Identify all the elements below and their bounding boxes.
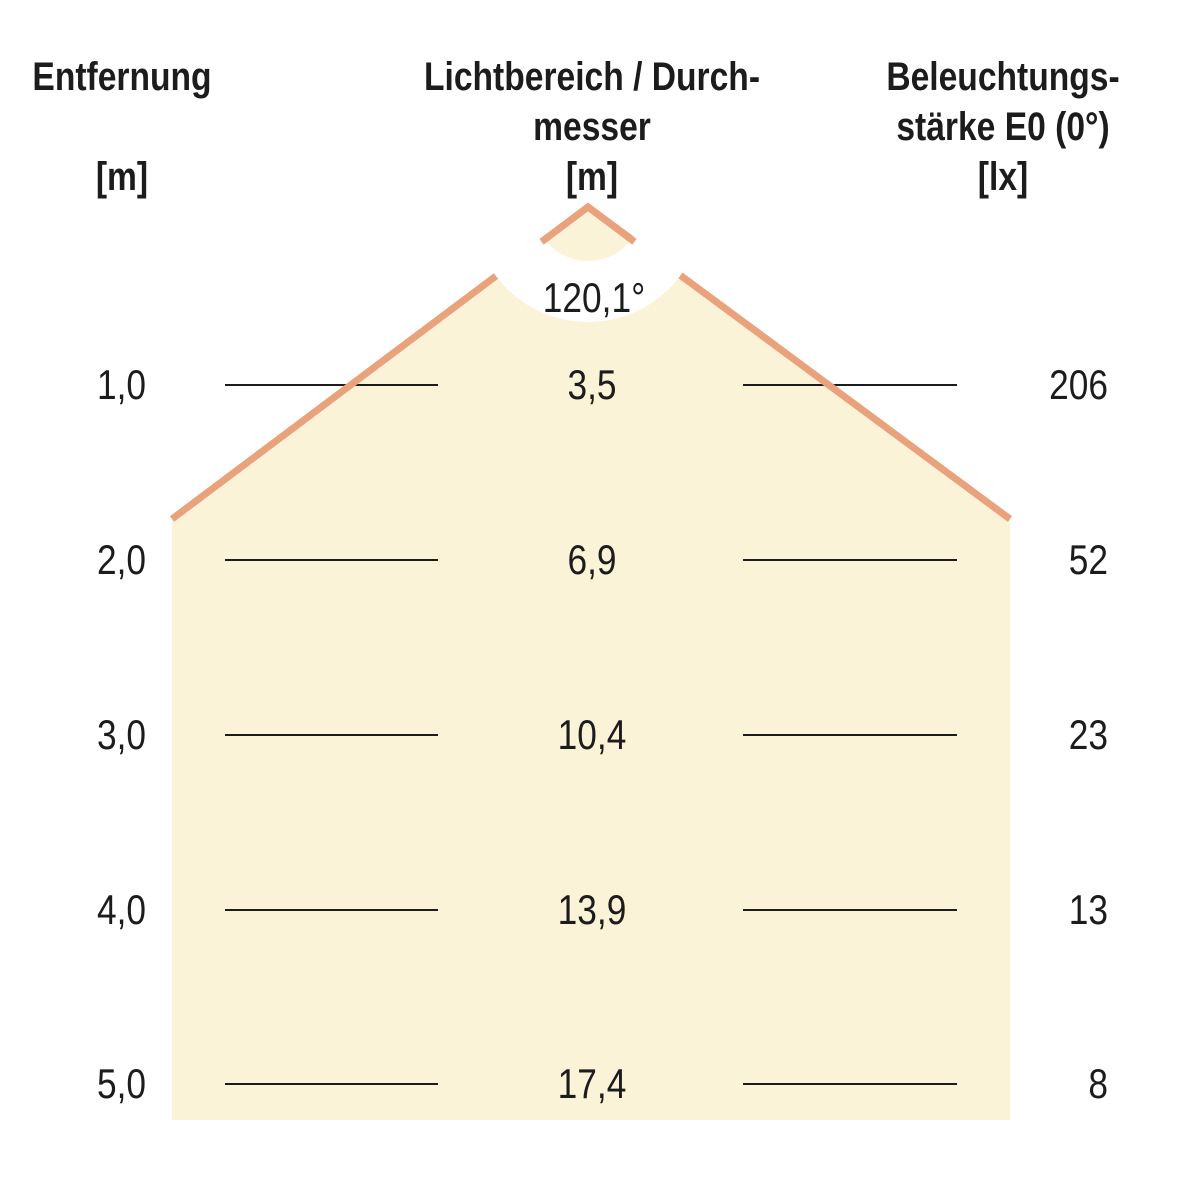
illuminance-value: 8 <box>1088 1060 1108 1107</box>
header-diameter: Lichtbereich / Durch- messer [m] <box>407 52 777 202</box>
diameter-value: 10,4 <box>557 711 627 758</box>
header-distance-title: Entfernung <box>32 55 212 99</box>
diameter-value: 17,4 <box>557 1060 627 1107</box>
diameter-value: 13,9 <box>557 886 627 933</box>
beam-angle-value: 120,1° <box>542 274 646 321</box>
apex-sector-fill <box>544 207 632 261</box>
illuminance-value: 13 <box>1068 886 1108 933</box>
light-cone-fill <box>172 207 1010 1120</box>
header-illuminance-title-1: Beleuchtungs- <box>886 55 1120 99</box>
distance-value: 1,0 <box>96 361 146 408</box>
header-diameter-unit: [m] <box>565 155 619 199</box>
diameter-value: 6,9 <box>567 536 617 583</box>
illuminance-value: 52 <box>1068 536 1108 583</box>
apex-sector-edge <box>539 202 637 245</box>
header-distance: Entfernung [m] <box>25 52 218 202</box>
distance-value: 5,0 <box>96 1060 146 1107</box>
header-diameter-title-2: messer <box>533 105 651 149</box>
illuminance-value: 206 <box>1049 361 1108 408</box>
diameter-value: 3,5 <box>567 361 617 408</box>
header-distance-spacer <box>25 102 218 152</box>
header-diameter-title-1: Lichtbereich / Durch- <box>423 55 761 99</box>
distance-value: 4,0 <box>96 886 146 933</box>
distance-value: 2,0 <box>96 536 146 583</box>
header-illuminance-unit: [lx] <box>977 155 1029 199</box>
beam-angle-band <box>491 236 685 323</box>
illuminance-value: 23 <box>1068 711 1108 758</box>
header-distance-unit: [m] <box>95 155 149 199</box>
header-illuminance-title-2: stärke E0 (0°) <box>896 105 1110 149</box>
distance-value: 3,0 <box>96 711 146 758</box>
header-illuminance: Beleuchtungs- stärke E0 (0°) [lx] <box>852 52 1154 202</box>
